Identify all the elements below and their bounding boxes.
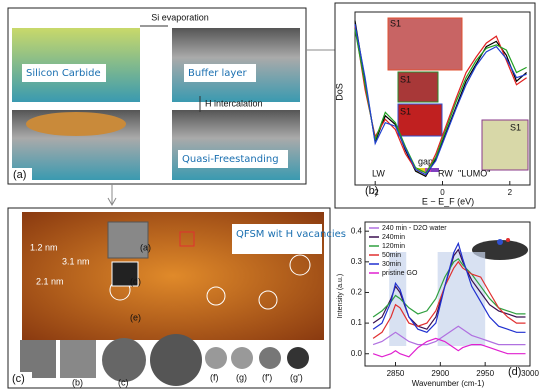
annotation: "LUMO" [458, 168, 490, 178]
x-tick-label: 0 [440, 188, 445, 197]
figure: Si evaporation H intercalation Silicon C… [0, 0, 539, 391]
y-axis-label: Intensity (a.u.) [337, 274, 344, 318]
inset-label: (g') [290, 372, 303, 382]
inset-label: (c) [118, 377, 129, 387]
atom [497, 239, 503, 245]
inset-label: (d) [130, 276, 141, 286]
legend-label: 120min [382, 243, 405, 250]
si-atoms [26, 112, 126, 136]
legend-label: 240min [382, 234, 405, 241]
stage-label: Quasi-Freestanding [182, 154, 279, 165]
caption: QFSM wit H vacancies [236, 229, 346, 240]
atom [506, 238, 510, 242]
annotation: RW [438, 168, 453, 178]
inset-label: (f) [210, 372, 219, 382]
inset-label: S1 [510, 122, 521, 132]
panel-label: (d) [508, 366, 521, 378]
x-axis-label: E − E_F (eV) [422, 196, 474, 206]
inset-label: (g) [236, 372, 247, 382]
scale-label: 3.1 nm [62, 256, 90, 266]
y-axis-label: DoS [334, 83, 344, 101]
scale-label: 1.2 nm [30, 242, 58, 252]
stage-label: Silicon Carbide [26, 68, 101, 79]
inset-image [231, 347, 253, 369]
inset-image [108, 222, 148, 258]
inset-image [150, 334, 202, 386]
legend-label: 30min [382, 261, 401, 268]
step-label: H intercalation [205, 98, 263, 108]
inset-image [60, 340, 96, 378]
panel-label: (a) [13, 169, 26, 181]
x-tick-label: -2 [372, 188, 380, 197]
step-label: Si evaporation [151, 12, 209, 22]
inset-label: (b) [72, 377, 83, 387]
x-tick-label: 2900 [431, 369, 449, 378]
y-tick-label: 0.4 [351, 226, 363, 235]
inset-image [205, 347, 227, 369]
x-tick-label: 2950 [476, 369, 494, 378]
y-tick-label: 0.3 [351, 257, 363, 266]
legend-label: 50min [382, 252, 401, 259]
inset-image [482, 120, 528, 170]
y-tick-label: 0.0 [351, 349, 363, 358]
panel-label: (c) [12, 373, 25, 385]
annotation: LW [372, 168, 385, 178]
y-tick-label: 0.2 [351, 288, 363, 297]
inset-label: (f') [262, 372, 272, 382]
scale-label: 2.1 nm [36, 276, 64, 286]
inset-label: S1 [390, 18, 401, 28]
inset-image [259, 347, 281, 369]
y-tick-label: 0.1 [351, 318, 363, 327]
x-tick-label: 3000 [521, 369, 539, 378]
inset-image [102, 338, 146, 382]
x-tick-label: 2850 [387, 369, 405, 378]
qfs-image [172, 110, 300, 180]
inset-label: S1 [400, 74, 411, 84]
stage-label: Buffer layer [188, 68, 248, 79]
inset-label: (e) [130, 312, 141, 322]
x-axis-label: Wavenumber (cm-1) [412, 379, 485, 388]
inset-label: S1 [400, 106, 411, 116]
inset-label: (a) [140, 242, 151, 252]
x-tick-label: 2 [508, 188, 513, 197]
legend-label: pristine GO [382, 270, 418, 277]
inset-image [287, 347, 309, 369]
legend-label: 240 min - D2O water [382, 225, 447, 232]
